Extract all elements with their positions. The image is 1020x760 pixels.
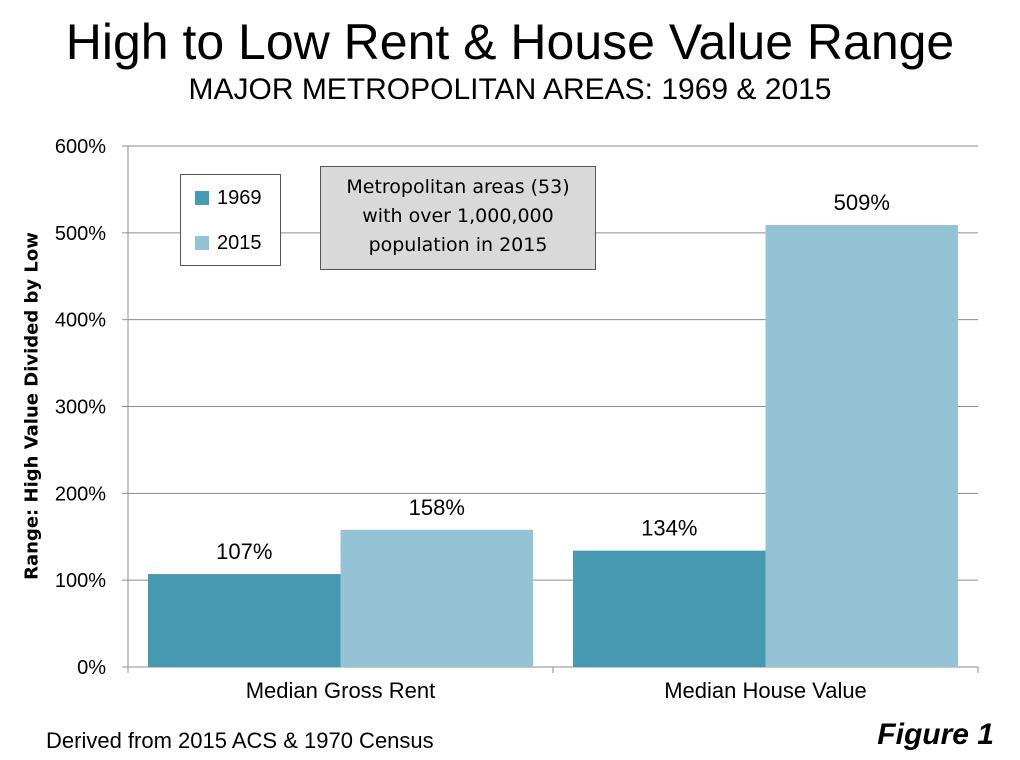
data-label: 107% [216,539,272,564]
x-tick-label: Median House Value [664,678,867,703]
chart-subtitle: MAJOR METROPOLITAN AREAS: 1969 & 2015 [188,73,832,106]
y-tick-label: 0% [77,657,106,679]
legend-label-1969: 1969 [217,186,262,209]
bar-1969-house-value [573,550,766,667]
x-tick-label: Median Gross Rent [246,678,436,703]
legend-item-2015: 2015 [195,231,262,255]
source-note: Derived from 2015 ACS & 1970 Census [46,728,434,753]
data-label: 509% [834,190,890,215]
figure-label: Figure 1 [877,718,994,751]
legend: 1969 2015 [180,174,281,266]
y-tick-label: 500% [55,223,106,245]
chart-title: High to Low Rent & House Value Range [65,14,955,70]
legend-label-2015: 2015 [217,231,262,254]
data-label: 134% [641,516,697,541]
legend-swatch-2015 [195,236,209,250]
y-tick-label: 100% [55,570,106,592]
y-tick-label: 300% [55,397,106,419]
y-tick-label: 600% [55,136,106,158]
bar-1969-gross-rent [148,574,341,667]
legend-swatch-1969 [195,191,209,205]
y-tick-label: 200% [55,483,106,505]
bar-2015-house-value [765,225,958,668]
legend-item-1969: 1969 [195,186,262,210]
y-tick-label: 400% [55,310,106,332]
metro-areas-note: Metropolitan areas (53) with over 1,000,… [320,166,596,270]
bar-2015-gross-rent [340,529,533,667]
data-label: 158% [409,495,465,520]
